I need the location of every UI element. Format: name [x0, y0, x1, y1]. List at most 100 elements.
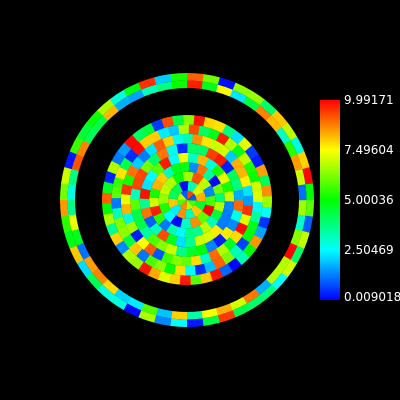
outer-ring-cell	[202, 74, 221, 85]
outer-ring-cell	[114, 96, 132, 112]
inner-disc-cell	[221, 180, 234, 193]
outer-ring-cell	[156, 81, 173, 92]
inner-disc-cell	[178, 124, 190, 135]
outer-ring-cell	[297, 230, 310, 249]
outer-ring-cell	[275, 127, 291, 145]
inner-disc-cell	[139, 225, 154, 240]
inner-disc-cell	[204, 239, 219, 253]
inner-disc-cell	[203, 185, 216, 198]
inner-disc-cell	[168, 273, 181, 285]
outer-ring-cell	[68, 214, 79, 231]
outer-ring-cell	[298, 200, 307, 216]
inner-disc-cell	[147, 152, 162, 167]
inner-disc-cell	[174, 226, 186, 238]
colorbar-tick-50: 5.00036	[344, 193, 394, 207]
outer-ring-cell	[281, 259, 297, 278]
inner-disc-cell	[149, 205, 162, 217]
inner-disc-cell	[102, 203, 113, 215]
inner-disc-cell	[261, 185, 272, 197]
inner-disc-cell	[212, 183, 225, 195]
inner-disc-cell	[113, 216, 127, 230]
inner-disc-cell	[170, 162, 182, 175]
inner-disc-cell	[215, 132, 230, 146]
inner-disc-cell	[210, 209, 223, 222]
inner-disc-cell	[212, 233, 227, 248]
inner-disc-cell	[196, 164, 209, 177]
outer-ring-cell	[170, 318, 187, 327]
inner-disc-cell	[155, 171, 169, 185]
inner-disc-cell	[121, 203, 132, 215]
inner-disc-cell	[194, 234, 207, 247]
inner-disc-cell	[198, 177, 212, 191]
inner-disc-cell	[246, 220, 259, 234]
colorbar-tick-min: 0.009018	[344, 290, 400, 304]
inner-disc-cell	[141, 178, 154, 191]
inner-disc-cell	[239, 213, 252, 227]
inner-disc-cell	[180, 218, 192, 229]
outer-ring-cell	[67, 199, 76, 216]
inner-disc-cell	[122, 212, 135, 225]
inner-disc-cell	[188, 124, 200, 135]
inner-disc-cell	[187, 193, 197, 201]
inner-disc-cell	[186, 246, 198, 257]
inner-disc-cell	[117, 225, 131, 240]
inner-disc-cell	[134, 167, 149, 182]
outer-ring-cell	[187, 80, 203, 89]
inner-disc-cell	[220, 160, 235, 175]
outer-ring-cell	[186, 318, 204, 328]
inner-disc-cell	[179, 275, 191, 286]
inner-disc-cell	[230, 157, 244, 172]
inner-disc-cell	[165, 233, 178, 246]
outer-ring-cell	[71, 154, 84, 172]
inner-disc-cell	[235, 166, 249, 180]
inner-disc-cell	[217, 171, 231, 185]
inner-disc-cell	[149, 187, 161, 199]
inner-disc-cell	[247, 170, 261, 184]
inner-disc-cell	[241, 228, 255, 243]
outer-ring-cell	[283, 140, 298, 158]
inner-disc-cell	[228, 244, 243, 259]
outer-ring-cell	[61, 166, 72, 185]
outer-ring-cell	[281, 122, 298, 141]
outer-ring-cell	[71, 228, 84, 246]
inner-disc-cell	[253, 225, 267, 240]
inner-disc-cell	[207, 248, 221, 262]
inner-disc-cell	[242, 185, 253, 197]
inner-disc-cell	[159, 183, 172, 196]
outer-ring-cell	[60, 183, 69, 200]
inner-disc-cell	[242, 243, 257, 258]
outer-ring-cell	[61, 215, 72, 233]
inner-disc-cell	[140, 207, 153, 220]
inner-disc-cell	[221, 124, 236, 139]
inner-disc-cell	[227, 257, 242, 272]
inner-disc-cell	[252, 201, 263, 213]
inner-disc-cell	[196, 144, 210, 157]
outer-ring-cell	[243, 96, 260, 112]
inner-disc-cell	[207, 128, 221, 141]
colorbar-tick-75: 7.49604	[344, 143, 394, 157]
inner-disc-cell	[186, 200, 194, 210]
outer-ring-cell	[215, 303, 233, 316]
outer-ring-cell	[155, 308, 173, 319]
inner-disc-cell	[177, 199, 187, 207]
inner-disc-cell	[128, 241, 143, 256]
inner-disc-cell	[119, 157, 133, 172]
inner-disc-cell	[130, 199, 141, 211]
inner-disc-cell	[158, 218, 172, 232]
inner-disc-cell	[220, 209, 233, 222]
inner-disc-cell	[105, 222, 119, 236]
inner-disc-cell	[175, 246, 187, 257]
inner-disc-cell	[132, 128, 147, 143]
inner-disc-cell	[187, 190, 195, 200]
inner-disc-cell	[147, 130, 162, 144]
inner-disc-cell	[153, 138, 167, 152]
colorbar	[320, 100, 340, 300]
outer-ring-cell	[138, 310, 157, 323]
inner-disc-cell	[223, 201, 235, 213]
inner-disc-cell	[157, 270, 171, 283]
inner-disc-cell	[131, 177, 144, 191]
inner-disc-cell	[250, 154, 265, 169]
outer-ring-cell	[153, 315, 172, 326]
inner-disc-cell	[144, 143, 159, 157]
